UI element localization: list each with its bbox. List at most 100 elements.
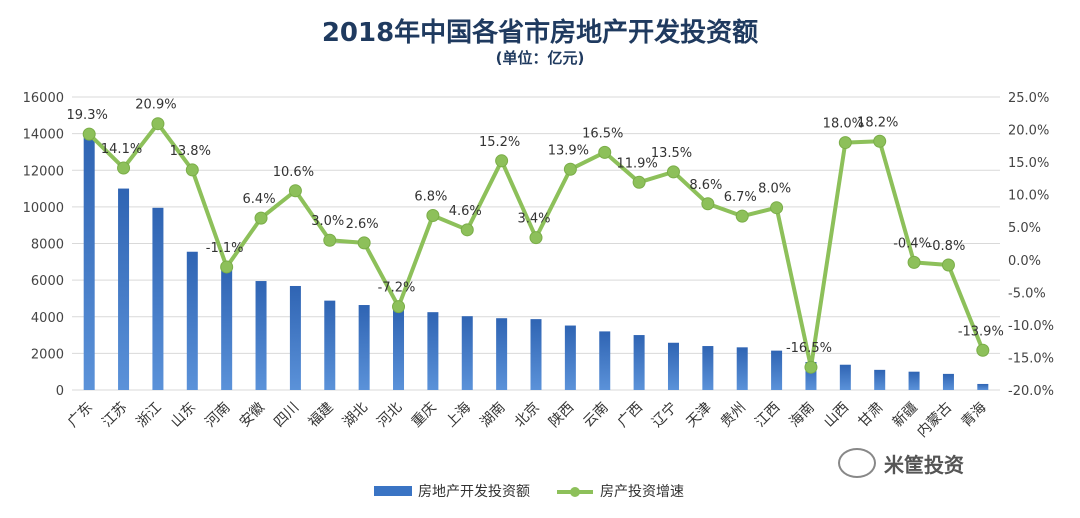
bar <box>358 305 370 390</box>
data-label: 18.2% <box>857 115 898 130</box>
data-label: -13.9% <box>958 324 1004 339</box>
line-point <box>288 184 302 198</box>
y-right-tick-label: -20.0% <box>1008 384 1054 399</box>
x-tick-label: 青海 <box>959 400 990 431</box>
bar <box>667 342 679 390</box>
y-left-tick-label: 12000 <box>23 164 64 179</box>
x-tick-label: 甘肃 <box>855 400 886 431</box>
y-left-tick-label: 4000 <box>31 311 64 326</box>
y-right-tick-label: -15.0% <box>1008 351 1054 366</box>
line-point <box>426 209 440 223</box>
y-left-tick-label: 6000 <box>31 274 64 289</box>
y-right-tick-label: 5.0% <box>1008 221 1041 236</box>
x-tick-label: 云南 <box>580 400 611 431</box>
line-point <box>598 145 612 159</box>
y-left-tick-label: 10000 <box>23 201 64 216</box>
line-point <box>357 236 371 250</box>
line-point <box>460 223 474 237</box>
x-tick-label: 广西 <box>615 400 646 431</box>
data-label: 13.8% <box>170 144 211 159</box>
line-point <box>838 136 852 150</box>
x-tick-label: 四川 <box>271 400 302 431</box>
x-tick-label: 浙江 <box>134 400 165 431</box>
data-label: 8.6% <box>689 178 722 193</box>
data-label: 6.8% <box>414 190 447 205</box>
x-tick-label: 湖南 <box>477 400 508 431</box>
bar <box>221 265 233 390</box>
line-point <box>770 201 784 215</box>
data-label: -7.2% <box>378 281 416 296</box>
line-point <box>220 260 234 274</box>
line-point <box>804 360 818 374</box>
line-point <box>323 233 337 247</box>
line-point <box>666 165 680 179</box>
data-label: 11.9% <box>616 156 657 171</box>
data-label: 6.4% <box>243 192 276 207</box>
x-tick-label: 河北 <box>374 400 405 431</box>
bar <box>496 318 508 390</box>
x-tick-label: 陕西 <box>546 400 577 431</box>
y-right-tick-label: 25.0% <box>1008 91 1049 106</box>
bar <box>908 371 920 390</box>
x-tick-label: 辽宁 <box>648 399 680 431</box>
x-tick-label: 内蒙古 <box>914 400 955 441</box>
line-point <box>151 117 165 131</box>
bar <box>186 251 198 390</box>
chart-subtitle: (单位：亿元) <box>495 49 585 67</box>
y-right-tick-label: 20.0% <box>1008 124 1049 139</box>
line-point <box>495 154 509 168</box>
bar <box>805 361 817 390</box>
line-point <box>632 175 646 189</box>
data-label: 10.6% <box>273 165 314 180</box>
bar-series <box>83 135 989 390</box>
bar <box>874 369 886 390</box>
x-tick-label: 山西 <box>821 400 852 431</box>
data-label: 16.5% <box>582 126 623 141</box>
legend-label: 房产投资增速 <box>600 484 684 500</box>
bar <box>771 350 783 390</box>
data-label: -0.4% <box>893 236 931 251</box>
x-tick-label: 福建 <box>305 400 336 431</box>
x-tick-label: 江西 <box>752 400 783 431</box>
line-point <box>82 127 96 141</box>
bar <box>839 364 851 390</box>
x-tick-label: 天津 <box>684 400 715 431</box>
line-point <box>392 300 406 314</box>
x-tick-label: 贵州 <box>718 400 749 431</box>
line-point <box>941 258 955 272</box>
line-point <box>254 211 268 225</box>
chart-title: 2018年中国各省市房地产开发投资额 <box>321 18 759 48</box>
data-label: 15.2% <box>479 135 520 150</box>
y-left-tick-label: 16000 <box>23 91 64 106</box>
x-tick-label: 安徽 <box>237 400 268 431</box>
line-point <box>735 209 749 223</box>
watermark: 米筐投资 <box>838 448 964 478</box>
bar <box>702 346 714 390</box>
y-right-tick-label: -5.0% <box>1008 286 1046 301</box>
line-point <box>185 163 199 177</box>
data-label: -16.5% <box>786 341 832 356</box>
data-label: 4.6% <box>449 204 482 219</box>
data-label: 2.6% <box>346 217 379 232</box>
legend: 房地产开发投资额 房产投资增速 <box>374 484 684 500</box>
data-labels: 19.3% 14.1% 20.9% 13.8% -1.1% 6.4% 10.6% 3.0% 2.… <box>67 98 1004 357</box>
data-label: 3.4% <box>517 212 550 227</box>
bar <box>393 309 405 390</box>
x-tick-label: 河南 <box>202 400 233 431</box>
line-point <box>529 231 543 245</box>
data-label: 14.1% <box>101 142 142 157</box>
bar <box>633 335 645 390</box>
x-tick-label: 北京 <box>512 400 543 431</box>
x-tick-label: 上海 <box>443 400 474 431</box>
data-label: 13.5% <box>651 146 692 161</box>
x-tick-label: 江苏 <box>99 400 130 431</box>
line-series <box>82 117 990 374</box>
line-point <box>563 162 577 176</box>
watermark-text: 米筐投资 <box>884 452 964 477</box>
legend-swatch-bar <box>374 486 412 496</box>
wechat-icon <box>838 448 876 478</box>
x-tick-label: 海南 <box>787 400 818 431</box>
data-label: 18.0% <box>823 117 864 132</box>
x-tick-label: 重庆 <box>409 400 440 431</box>
